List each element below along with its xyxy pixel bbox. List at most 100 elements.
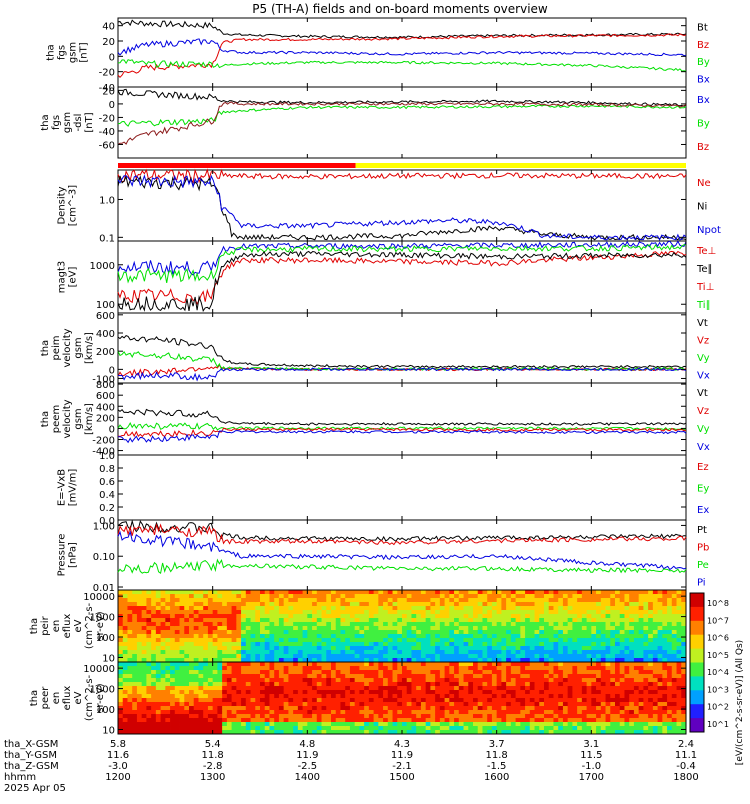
spectrogram-cell bbox=[151, 610, 157, 615]
spectrogram-cell bbox=[567, 682, 573, 687]
spectrogram-cell bbox=[515, 630, 521, 635]
spectrogram-cell bbox=[250, 650, 256, 655]
spectrogram-cell bbox=[189, 678, 195, 683]
spectrogram-cell bbox=[562, 706, 569, 711]
spectrogram-cell bbox=[416, 602, 422, 607]
spectrogram-cell bbox=[629, 626, 635, 631]
spectrogram-cell bbox=[397, 674, 403, 679]
spectrogram-cell bbox=[373, 650, 379, 655]
spectrogram-cell bbox=[264, 626, 270, 631]
spectrogram-cell bbox=[170, 610, 176, 615]
spectrogram-cell bbox=[359, 682, 365, 687]
spectrogram-cell bbox=[581, 730, 587, 735]
spectrogram-cell bbox=[155, 634, 161, 639]
spectrogram-cell bbox=[402, 662, 408, 667]
spectrogram-cell bbox=[293, 602, 299, 607]
spectrogram-cell bbox=[657, 718, 663, 723]
spectrogram-cell bbox=[548, 626, 554, 631]
spectrogram-cell bbox=[425, 606, 431, 611]
spectrogram-cell bbox=[482, 622, 488, 627]
colorbar-swatch bbox=[690, 648, 704, 663]
spectrogram-cell bbox=[160, 694, 166, 699]
spectrogram-cell bbox=[165, 702, 171, 707]
spectrogram-cell bbox=[212, 598, 218, 603]
spectrogram-cell bbox=[534, 606, 540, 611]
spectrogram-cell bbox=[222, 634, 228, 639]
spectrogram-cell bbox=[572, 614, 578, 619]
spectrogram-cell bbox=[278, 702, 285, 707]
spectrogram-cell bbox=[510, 598, 516, 603]
spectrogram-cell bbox=[160, 674, 166, 679]
spectrogram-cell bbox=[378, 618, 384, 623]
spectrogram-cell bbox=[387, 718, 393, 723]
spectrogram-cell bbox=[245, 670, 251, 675]
spectrogram-cell bbox=[420, 610, 427, 615]
spectrogram-cell bbox=[458, 718, 464, 723]
spectrogram-cell bbox=[468, 710, 474, 715]
spectrogram-cell bbox=[671, 722, 677, 727]
spectrogram-cell bbox=[411, 606, 417, 611]
spectrogram-cell bbox=[558, 674, 564, 679]
spectrogram-cell bbox=[302, 618, 308, 623]
y-axis-label: sr-eV) bbox=[95, 611, 106, 640]
spectrogram-cell bbox=[652, 726, 658, 731]
spectrogram-cell bbox=[624, 646, 630, 651]
spectrogram-cell bbox=[283, 598, 289, 603]
spectrogram-cell bbox=[624, 606, 630, 611]
spectrogram-cell bbox=[217, 638, 223, 643]
spectrogram-cell bbox=[463, 730, 469, 735]
spectrogram-cell bbox=[676, 694, 682, 699]
spectrogram-cell bbox=[676, 706, 682, 711]
spectrogram-cell bbox=[468, 658, 474, 663]
spectrogram-cell bbox=[321, 630, 327, 635]
spectrogram-cell bbox=[619, 662, 625, 667]
spectrogram-cell bbox=[681, 698, 687, 703]
spectrogram-cell bbox=[226, 614, 232, 619]
spectrogram-cell bbox=[643, 710, 649, 715]
spectrogram-cell bbox=[288, 678, 294, 683]
spectrogram-cell bbox=[326, 646, 332, 651]
spectrogram-cell bbox=[662, 722, 668, 727]
spectrogram-cell bbox=[302, 666, 308, 671]
spectrogram-cell bbox=[184, 686, 190, 691]
spectrogram-cell bbox=[416, 614, 422, 619]
y-axis-label: magt3 bbox=[57, 261, 68, 294]
spectrogram-cell bbox=[487, 638, 493, 643]
spectrogram-cell bbox=[468, 666, 474, 671]
spectrogram-cell bbox=[127, 606, 133, 611]
spectrogram-cell bbox=[596, 642, 602, 647]
y-tick-label: 1.0 bbox=[99, 451, 115, 462]
spectrogram-cell bbox=[562, 686, 569, 691]
spectrogram-cell bbox=[458, 614, 464, 619]
spectrogram-cell bbox=[392, 638, 398, 643]
spectrogram-cell bbox=[359, 610, 365, 615]
spectrogram-cell bbox=[449, 630, 455, 635]
spectrogram-cell bbox=[383, 730, 389, 735]
spectrogram-cell bbox=[269, 706, 275, 711]
spectrogram-cell bbox=[671, 642, 677, 647]
spectrogram-cell bbox=[387, 630, 393, 635]
spectrogram-cell bbox=[515, 594, 521, 599]
spectrogram-cell bbox=[231, 670, 237, 675]
spectrogram-cell bbox=[255, 658, 261, 663]
spectrogram-cell bbox=[539, 682, 545, 687]
spectrogram-cell bbox=[572, 686, 578, 691]
spectrogram-cell bbox=[558, 602, 564, 607]
spectrogram-cell bbox=[392, 626, 398, 631]
spectrogram-cell bbox=[600, 694, 606, 699]
spectrogram-cell bbox=[132, 618, 138, 623]
spectrogram-cell bbox=[278, 590, 285, 595]
spectrogram-cell bbox=[302, 710, 308, 715]
spectrogram-cell bbox=[307, 618, 313, 623]
spectrogram-cell bbox=[529, 614, 535, 619]
spectrogram-cell bbox=[170, 694, 176, 699]
spectrogram-cell bbox=[373, 706, 379, 711]
spectrogram-cell bbox=[577, 614, 583, 619]
spectrogram-cell bbox=[222, 718, 228, 723]
spectrogram-cell bbox=[667, 686, 673, 691]
spectrogram-cell bbox=[591, 722, 597, 727]
spectrogram-cell bbox=[349, 622, 356, 627]
spectrogram-cell bbox=[321, 730, 327, 735]
spectrogram-cell bbox=[283, 638, 289, 643]
spectrogram-cell bbox=[553, 702, 559, 707]
